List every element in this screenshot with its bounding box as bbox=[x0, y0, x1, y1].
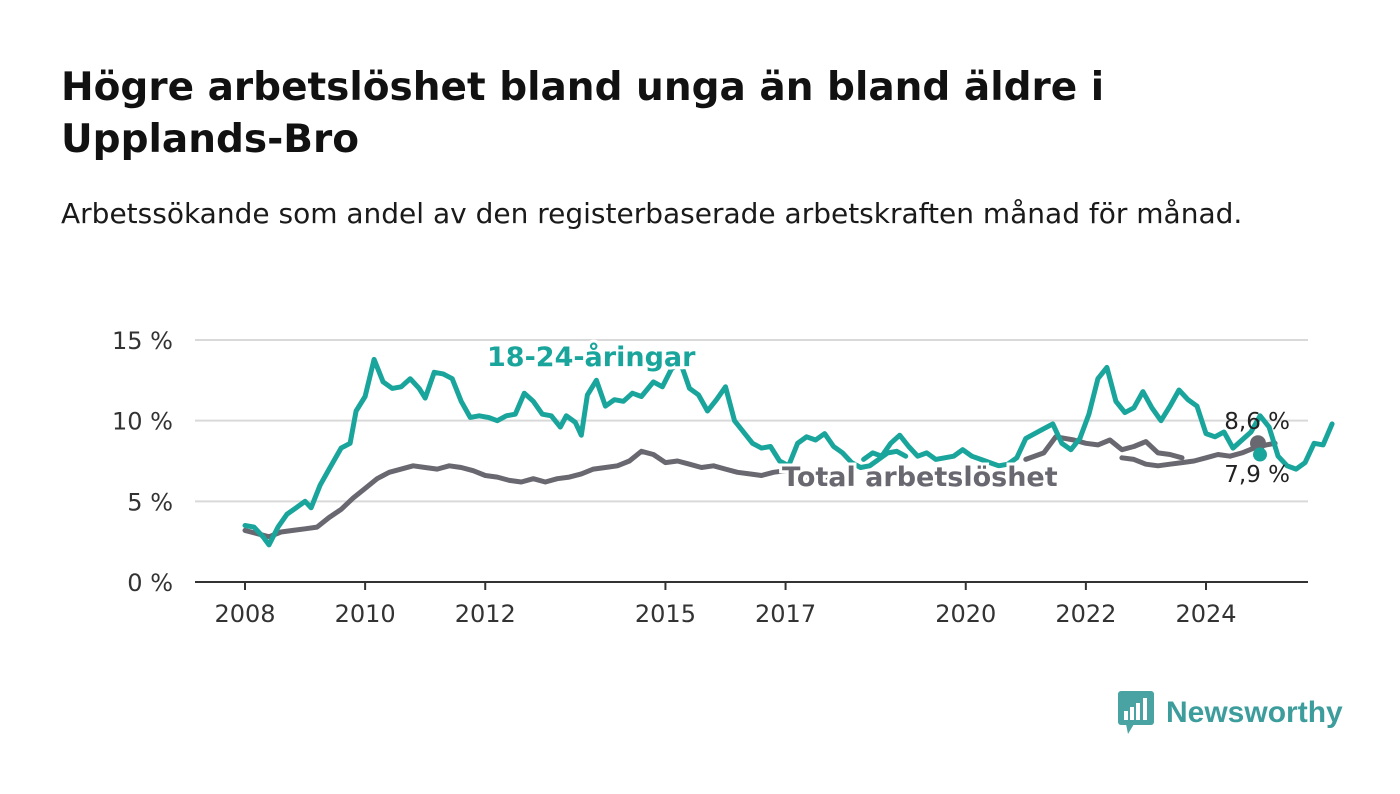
brand-logo: Newsworthy bbox=[1118, 690, 1343, 736]
youth-end-marker bbox=[1253, 447, 1267, 462]
x-tick-label: 2020 bbox=[935, 600, 996, 628]
youth-end-value-label: 7,9 % bbox=[1224, 462, 1290, 488]
x-tick-label: 2010 bbox=[335, 600, 396, 628]
total-series-label: Total arbetslöshet bbox=[782, 462, 1058, 493]
total-end-value-label: 8,6 % bbox=[1224, 409, 1290, 435]
brand-name: Newsworthy bbox=[1166, 696, 1343, 729]
chart-title: Högre arbetslöshet bland unga än bland ä… bbox=[61, 65, 1105, 162]
x-tick-label: 2012 bbox=[455, 600, 516, 628]
x-tick-label: 2022 bbox=[1055, 600, 1116, 628]
grid-lines bbox=[195, 339, 1308, 583]
youth-series-line bbox=[861, 364, 1335, 472]
total-series-line bbox=[242, 448, 849, 540]
y-axis-ticks: 0 % 5 % 10 % 15 % bbox=[112, 327, 173, 597]
total-series-line bbox=[1023, 434, 1185, 462]
x-tick-label: 2024 bbox=[1175, 600, 1236, 628]
x-axis-ticks: 2008 2010 2012 2015 2017 2020 2022 2024 bbox=[214, 582, 1237, 628]
line-chart: 0 %5 %10 %15 % 2008 2010 2012 2015 2017 2020 2… bbox=[112, 327, 1335, 628]
x-tick-label: 2008 bbox=[214, 600, 275, 628]
youth-series-line bbox=[242, 356, 909, 548]
y-tick-label: 5 % bbox=[127, 488, 173, 516]
bar-chart-speech-bubble-icon bbox=[1118, 691, 1154, 734]
y-tick-label: 10 % bbox=[112, 408, 173, 436]
x-tick-label: 2015 bbox=[635, 600, 696, 628]
x-tick-label: 2017 bbox=[755, 600, 816, 628]
series-lines bbox=[242, 356, 1335, 548]
series-labels: 18-24-åringar Total arbetslöshet 8,6 % 7,9 … bbox=[484, 338, 1290, 496]
chart-subtitle: Arbetssökande som andel av den registerb… bbox=[61, 197, 1243, 230]
y-tick-label: 15 % bbox=[112, 327, 173, 355]
youth-series-label: 18-24-åringar bbox=[487, 341, 696, 373]
y-tick-label: 0 % bbox=[127, 569, 173, 597]
total-series-line bbox=[1119, 440, 1278, 469]
total-end-marker bbox=[1250, 435, 1266, 452]
